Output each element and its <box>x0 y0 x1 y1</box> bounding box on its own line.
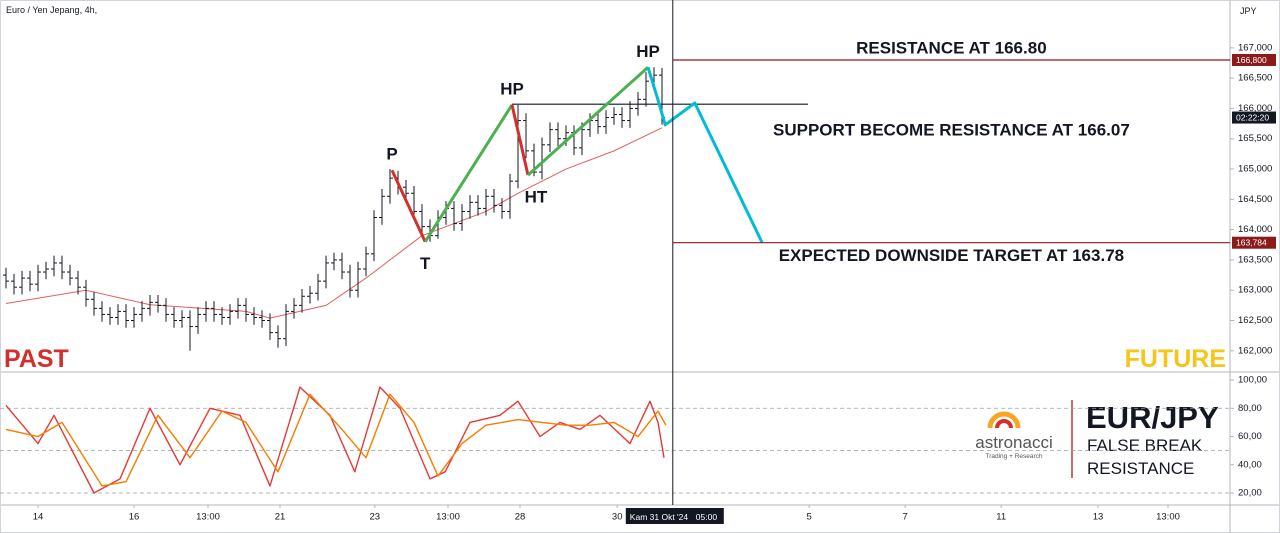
chart-title: Euro / Yen Jepang, 4h, <box>6 5 97 15</box>
y-tick-label: 40,00 <box>1238 459 1262 470</box>
pivot-label: HP <box>636 42 660 61</box>
crosshair-label: Kam 31 Okt '24 <box>630 512 689 522</box>
logo-arc-inner <box>995 419 1013 429</box>
x-tick-label: 21 <box>275 512 286 523</box>
level-tag <box>1232 236 1276 249</box>
x-tick-label: 13 <box>1093 512 1104 523</box>
logo-arc <box>987 411 1021 429</box>
level-tag-label: 163,784 <box>1236 238 1267 248</box>
y-tick-label: 163,000 <box>1238 285 1272 296</box>
y-tick-label: 162,000 <box>1238 345 1272 356</box>
countdown-label: 02:22:20 <box>1236 113 1269 123</box>
x-tick-label: 16 <box>129 512 140 523</box>
x-tick-label: 11 <box>996 512 1006 523</box>
y-tick-label: 163,500 <box>1238 254 1272 265</box>
pattern-line <box>526 66 650 177</box>
crosshair-time: 05:00 <box>696 512 718 522</box>
brand-pair: EUR/JPY <box>1086 400 1219 435</box>
currency-label: JPY <box>1240 6 1257 16</box>
level-text: RESISTANCE AT 166.80 <box>856 38 1047 57</box>
past-label: PAST <box>4 345 69 373</box>
y-tick-label: 166,000 <box>1238 103 1272 114</box>
pattern-line <box>390 169 427 243</box>
oscillator-line <box>5 393 667 487</box>
x-tick-label: 7 <box>903 512 908 523</box>
x-tick-label: 13:00 <box>436 512 460 523</box>
brand-caption: RESISTANCE <box>1087 459 1194 478</box>
x-tick-label: 14 <box>33 512 44 523</box>
y-tick-label: 60,00 <box>1238 431 1262 442</box>
y-tick-label: 164,500 <box>1238 194 1272 205</box>
x-tick-label: 30 <box>612 512 623 523</box>
pattern-line <box>646 66 764 243</box>
crosshair-tag <box>625 508 724 524</box>
level-tag <box>1232 53 1276 66</box>
pivot-label: T <box>420 254 431 273</box>
brand-tagline: Trading + Research <box>985 453 1042 460</box>
x-tick-label: 23 <box>370 512 381 523</box>
y-tick-label: 165,500 <box>1238 133 1272 144</box>
y-tick-label: 162,500 <box>1238 315 1272 326</box>
pivot-label: HP <box>500 79 524 98</box>
x-tick-label: 5 <box>807 512 812 523</box>
oscillator-line <box>5 386 665 494</box>
y-tick-label: 165,000 <box>1238 164 1272 175</box>
y-tick-label: 20,00 <box>1238 487 1262 498</box>
brand-caption: FALSE BREAK <box>1087 436 1203 455</box>
level-text: EXPECTED DOWNSIDE TARGET AT 163.78 <box>779 246 1124 265</box>
y-tick-label: 167,000 <box>1238 42 1272 53</box>
x-tick-label: 13:00 <box>196 512 220 523</box>
pattern-line <box>423 104 514 243</box>
y-tick-label: 166,500 <box>1238 73 1272 84</box>
x-tick-label: 13:00 <box>1156 512 1180 523</box>
support-text: SUPPORT BECOME RESISTANCE AT 166.07 <box>773 121 1130 140</box>
level-tag-label: 166,800 <box>1236 55 1267 65</box>
y-tick-label: 100,00 <box>1238 375 1267 386</box>
y-tick-label: 80,00 <box>1238 403 1262 414</box>
pattern-line <box>510 104 530 176</box>
pivot-label: P <box>386 145 397 164</box>
x-tick-label: 28 <box>515 512 526 523</box>
pivot-label: HT <box>525 188 548 207</box>
countdown-tag <box>1232 111 1276 124</box>
brand-name: astronacci <box>975 433 1052 452</box>
y-tick-label: 164,000 <box>1238 224 1272 235</box>
future-label: FUTURE <box>1125 345 1226 373</box>
